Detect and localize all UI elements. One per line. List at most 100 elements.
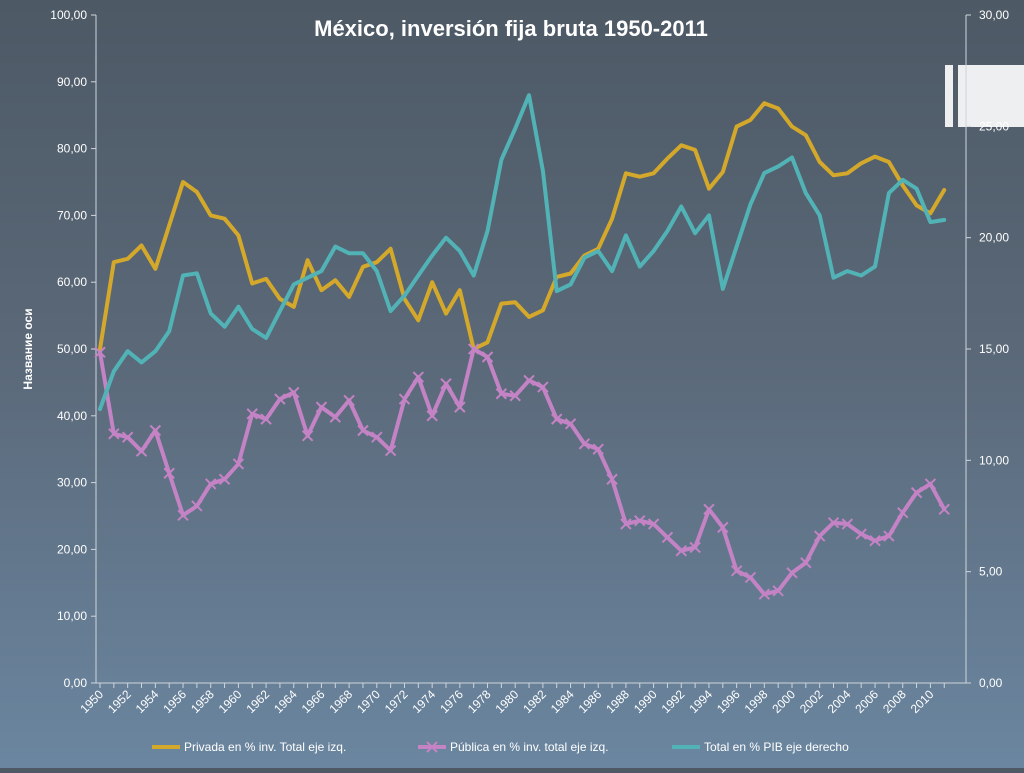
series-point-2 [855,528,867,540]
series-point-2 [744,571,757,584]
series-point-2 [288,386,300,399]
y-tick-label-left: 20,00 [57,542,87,556]
y-tick-label-left: 80,00 [57,142,87,156]
x-tick-label: 1996 [714,687,743,716]
series-point-2 [274,393,286,405]
x-tick-label: 1968 [326,687,355,716]
series-point-2 [232,458,245,470]
series-point-2 [703,503,715,516]
x-tick-label: 2002 [797,687,826,716]
y-tick-label-right: 10,00 [979,453,1009,467]
series-point-2 [634,514,646,527]
x-tick-label: 1988 [603,687,632,716]
x-tick-label: 1986 [576,687,605,716]
series-point-2 [869,535,881,547]
series-point-2 [509,390,521,402]
legend-marker [426,741,438,753]
series-point-2 [606,473,618,485]
series-point-2 [205,478,217,490]
series-point-2 [426,410,438,422]
y-tick-label-left: 50,00 [57,342,87,356]
series-point-2 [357,424,369,437]
series-point-2 [329,411,341,423]
y-tick-label-left: 0,00 [64,676,88,690]
series-point-2 [786,567,798,579]
y-tick-label-right: 20,00 [979,231,1009,245]
legend-label: Privada en % inv. Total eje izq. [184,740,346,754]
slide-decoration [945,65,1024,127]
series-point-2 [315,401,328,413]
y-tick-label-right: 25,00 [979,119,1009,133]
x-tick-label: 1970 [354,687,383,716]
x-tick-label: 1976 [437,687,466,716]
y-tick-label-right: 5,00 [979,565,1003,579]
series-line-3 [98,93,947,412]
series-line-2 [98,347,947,597]
series-point-2 [94,346,106,359]
series-point-2 [371,431,383,443]
x-tick-label: 1978 [465,687,494,716]
series-point-2 [813,530,826,542]
series-point-2 [108,428,120,440]
legend-label: Pública en % inv. total eje izq. [450,740,609,754]
x-tick-label: 1964 [271,687,300,716]
series-point-2 [772,585,784,597]
y-tick-label-right: 30,00 [979,8,1009,22]
series-point-2 [384,444,397,457]
series-point-2 [343,394,355,407]
x-tick-label: 2006 [852,687,881,716]
series-point-2 [523,374,535,387]
x-tick-label: 1992 [659,687,688,716]
series-point-2 [564,418,577,430]
series-point-2 [551,413,563,425]
x-tick-label: 1960 [216,687,245,716]
y-tick-label-left: 90,00 [57,75,87,89]
y-tick-label-left: 60,00 [57,275,87,289]
series-point-2 [467,343,480,355]
x-tick-label: 2008 [880,687,909,716]
x-tick-label: 1950 [77,687,106,716]
x-tick-label: 1984 [548,687,577,716]
series-point-2 [620,518,632,530]
series-point-2 [177,509,189,522]
x-tick-label: 1990 [631,687,660,716]
series-point-2 [841,518,854,530]
series-point-2 [440,378,452,390]
y-tick-label-right: 0,00 [979,676,1003,690]
series-point-2 [730,565,743,577]
x-tick-label: 1966 [299,687,328,716]
series-point-2 [827,516,840,529]
series-point-2 [191,500,203,512]
y-tick-label-left: 10,00 [57,609,87,623]
series-point-2 [924,478,937,490]
series-point-2 [647,518,660,530]
x-tick-label: 2004 [825,687,854,716]
series-point-2 [910,486,923,499]
y-tick-label-left: 40,00 [57,409,87,423]
series-point-2 [246,408,258,420]
series-point-2 [661,531,674,544]
x-tick-label: 2010 [908,687,937,716]
series-point-2 [897,506,909,519]
series-point-2 [481,351,494,363]
y-tick-label-left: 70,00 [57,208,87,222]
x-tick-label: 1952 [105,687,134,716]
series-point-2 [592,443,604,455]
x-tick-label: 1974 [409,687,438,716]
series-point-2 [800,557,812,569]
x-tick-label: 1972 [382,687,411,716]
series-point-2 [135,445,148,457]
series-point-2 [301,430,314,442]
y-tick-label-left: 30,00 [57,476,87,490]
x-tick-label: 1998 [742,687,771,716]
series-point-2 [717,521,729,534]
x-tick-label: 1954 [133,687,162,716]
x-tick-label: 1962 [243,687,272,716]
series-point-2 [938,503,950,516]
series-point-2 [121,431,134,443]
series-point-2 [398,393,411,405]
series-point-2 [260,413,272,425]
x-tick-label: 1958 [188,687,217,716]
